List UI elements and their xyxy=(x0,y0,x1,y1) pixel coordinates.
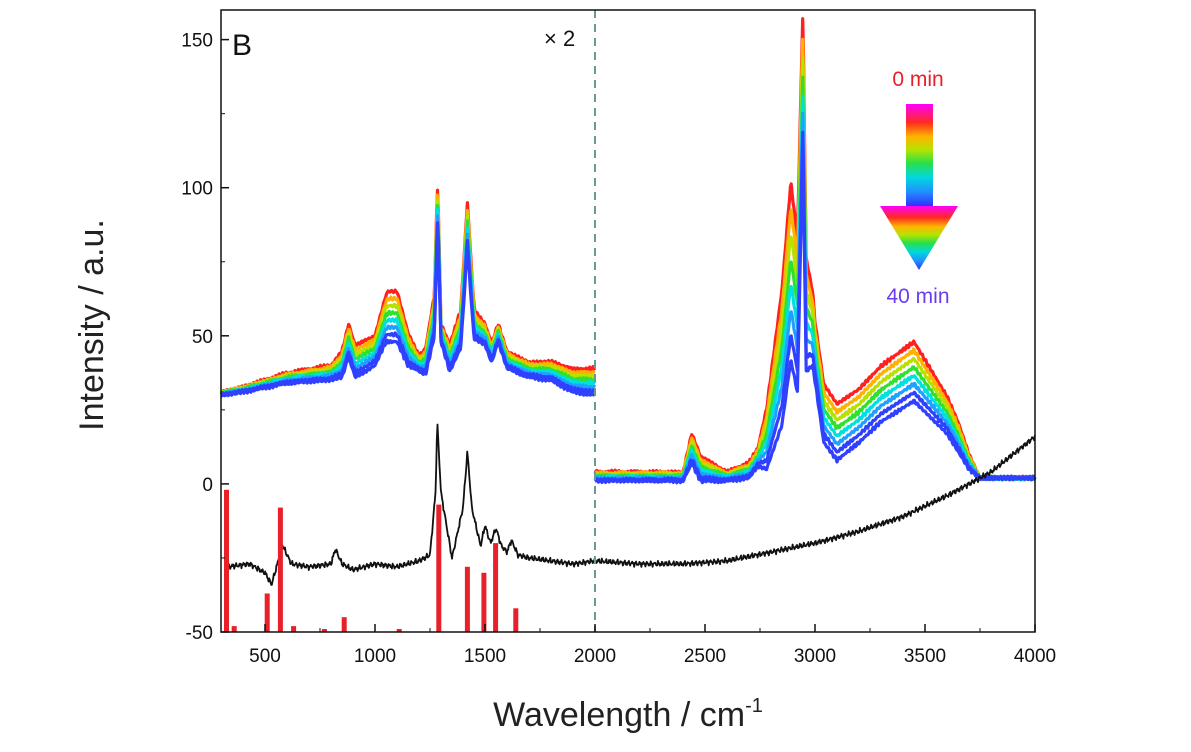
time-series-right-7 xyxy=(594,151,1037,485)
stick-bar xyxy=(436,504,442,632)
time-end-label: 40 min xyxy=(886,285,949,308)
stick-bar xyxy=(513,608,519,632)
y-tick-label: 50 xyxy=(192,327,213,348)
x-axis-title-text: Wavelength / cm xyxy=(493,696,745,734)
stick-bar xyxy=(277,507,283,632)
time-arrow-shaft xyxy=(906,104,933,206)
x-axis-title: Wavelength / cm-1 xyxy=(493,695,763,734)
x-axis-title-superscript: -1 xyxy=(745,695,763,717)
time-series-right-4 xyxy=(593,94,1037,482)
y-axis-title: Intensity / a.u. xyxy=(73,219,111,431)
stick-bar xyxy=(224,489,229,632)
axes: 500 1000 1500 2000 2500 3000 3500 4000 -50 0 50 100… xyxy=(181,9,1056,667)
x-tick-label: 2500 xyxy=(684,646,726,667)
y-tick-label: 150 xyxy=(181,31,213,52)
time-series-right-3 xyxy=(594,75,1037,482)
y-tick-label: 0 xyxy=(202,475,213,496)
time-series-right-1 xyxy=(593,37,1037,481)
time-arrow-head xyxy=(880,206,958,270)
scale-annotation: × 2 xyxy=(544,26,575,51)
stick-bar xyxy=(321,629,327,632)
stick-bar xyxy=(464,566,470,632)
time-series-right-5 xyxy=(593,111,1036,482)
x-tick-label: 3000 xyxy=(794,646,836,667)
x-tick-label: 4000 xyxy=(1014,646,1056,667)
y-tick-label: -50 xyxy=(186,623,213,644)
stick-bar xyxy=(481,572,487,632)
stick-bar xyxy=(231,626,237,632)
plot-area xyxy=(219,10,1037,632)
time-series-right-2 xyxy=(594,56,1036,482)
y-tick-label: 100 xyxy=(181,179,213,200)
time-start-label: 0 min xyxy=(892,68,943,91)
x-tick-label: 1000 xyxy=(354,646,396,667)
x-tick-label: 500 xyxy=(249,646,281,667)
plot-frame xyxy=(220,9,1036,633)
stick-bar xyxy=(341,617,347,632)
panel-label: B xyxy=(232,29,252,62)
time-arrow xyxy=(880,104,958,270)
stick-bar xyxy=(396,629,402,632)
stick-bar xyxy=(264,593,270,632)
reference-spectrum-line xyxy=(226,423,1036,586)
x-tick-label: 3500 xyxy=(904,646,946,667)
x-tick-label: 1500 xyxy=(464,646,506,667)
time-series-left-7 xyxy=(220,226,596,398)
stick-bar xyxy=(291,626,297,632)
stick-bar xyxy=(493,543,499,632)
x-tick-label: 2000 xyxy=(574,646,616,667)
time-series-right-0 xyxy=(593,17,1036,482)
